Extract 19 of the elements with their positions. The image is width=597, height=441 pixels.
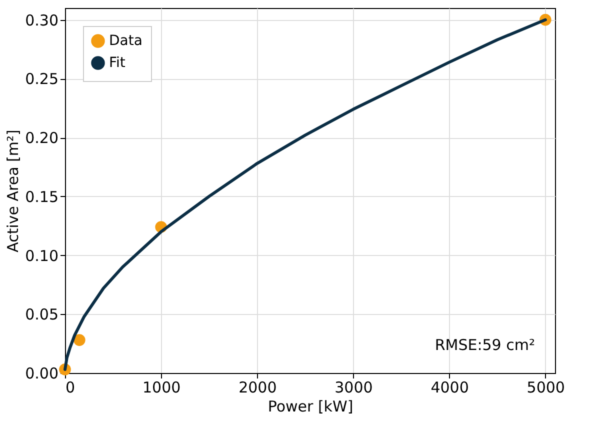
y-tick-label: 0.25: [25, 70, 58, 88]
y-axis-title: Active Area [m²]: [4, 130, 22, 252]
x-tick-label: 5000: [526, 378, 565, 396]
x-tick-label: 2000: [238, 378, 277, 396]
y-tick-label: 0.20: [25, 129, 58, 148]
y-tick-label: 0.10: [25, 246, 58, 265]
legend-label: Data: [109, 33, 142, 49]
x-axis-title: Power [kW]: [268, 398, 354, 416]
point: [73, 334, 86, 346]
y-tick-label: 0.00: [25, 364, 58, 382]
annotation: RMSE:59 cm²: [434, 336, 535, 354]
x-tick-label: 3000: [334, 378, 373, 396]
y-tick-label: 0.05: [25, 306, 58, 324]
x-tick-label: 4000: [430, 378, 469, 396]
x-tick-label: 0: [66, 378, 76, 396]
x-tick-label: 1000: [142, 378, 181, 396]
legend-label: Fit: [109, 55, 126, 71]
y-tick-label: 0.15: [25, 188, 58, 206]
y-tick-label: 0.30: [25, 11, 58, 30]
